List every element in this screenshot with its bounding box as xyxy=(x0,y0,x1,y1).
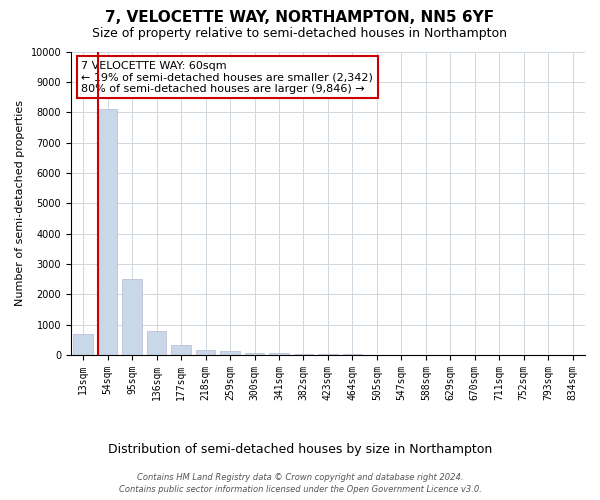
Text: Contains HM Land Registry data © Crown copyright and database right 2024.: Contains HM Land Registry data © Crown c… xyxy=(137,472,463,482)
Bar xyxy=(269,354,289,355)
Text: Contains public sector information licensed under the Open Government Licence v3: Contains public sector information licen… xyxy=(119,485,481,494)
Bar xyxy=(343,354,362,355)
Bar xyxy=(318,354,338,355)
Bar xyxy=(73,334,93,355)
Bar xyxy=(98,109,118,355)
Bar xyxy=(220,352,240,355)
Bar xyxy=(245,352,265,355)
Bar xyxy=(122,279,142,355)
Text: Size of property relative to semi-detached houses in Northampton: Size of property relative to semi-detach… xyxy=(92,28,508,40)
Bar xyxy=(196,350,215,355)
Text: 7 VELOCETTE WAY: 60sqm
← 19% of semi-detached houses are smaller (2,342)
80% of : 7 VELOCETTE WAY: 60sqm ← 19% of semi-det… xyxy=(81,60,373,94)
Text: 7, VELOCETTE WAY, NORTHAMPTON, NN5 6YF: 7, VELOCETTE WAY, NORTHAMPTON, NN5 6YF xyxy=(106,10,494,25)
Bar xyxy=(293,354,313,355)
Y-axis label: Number of semi-detached properties: Number of semi-detached properties xyxy=(15,100,25,306)
Bar xyxy=(147,330,166,355)
Bar xyxy=(171,346,191,355)
Text: Distribution of semi-detached houses by size in Northampton: Distribution of semi-detached houses by … xyxy=(108,442,492,456)
